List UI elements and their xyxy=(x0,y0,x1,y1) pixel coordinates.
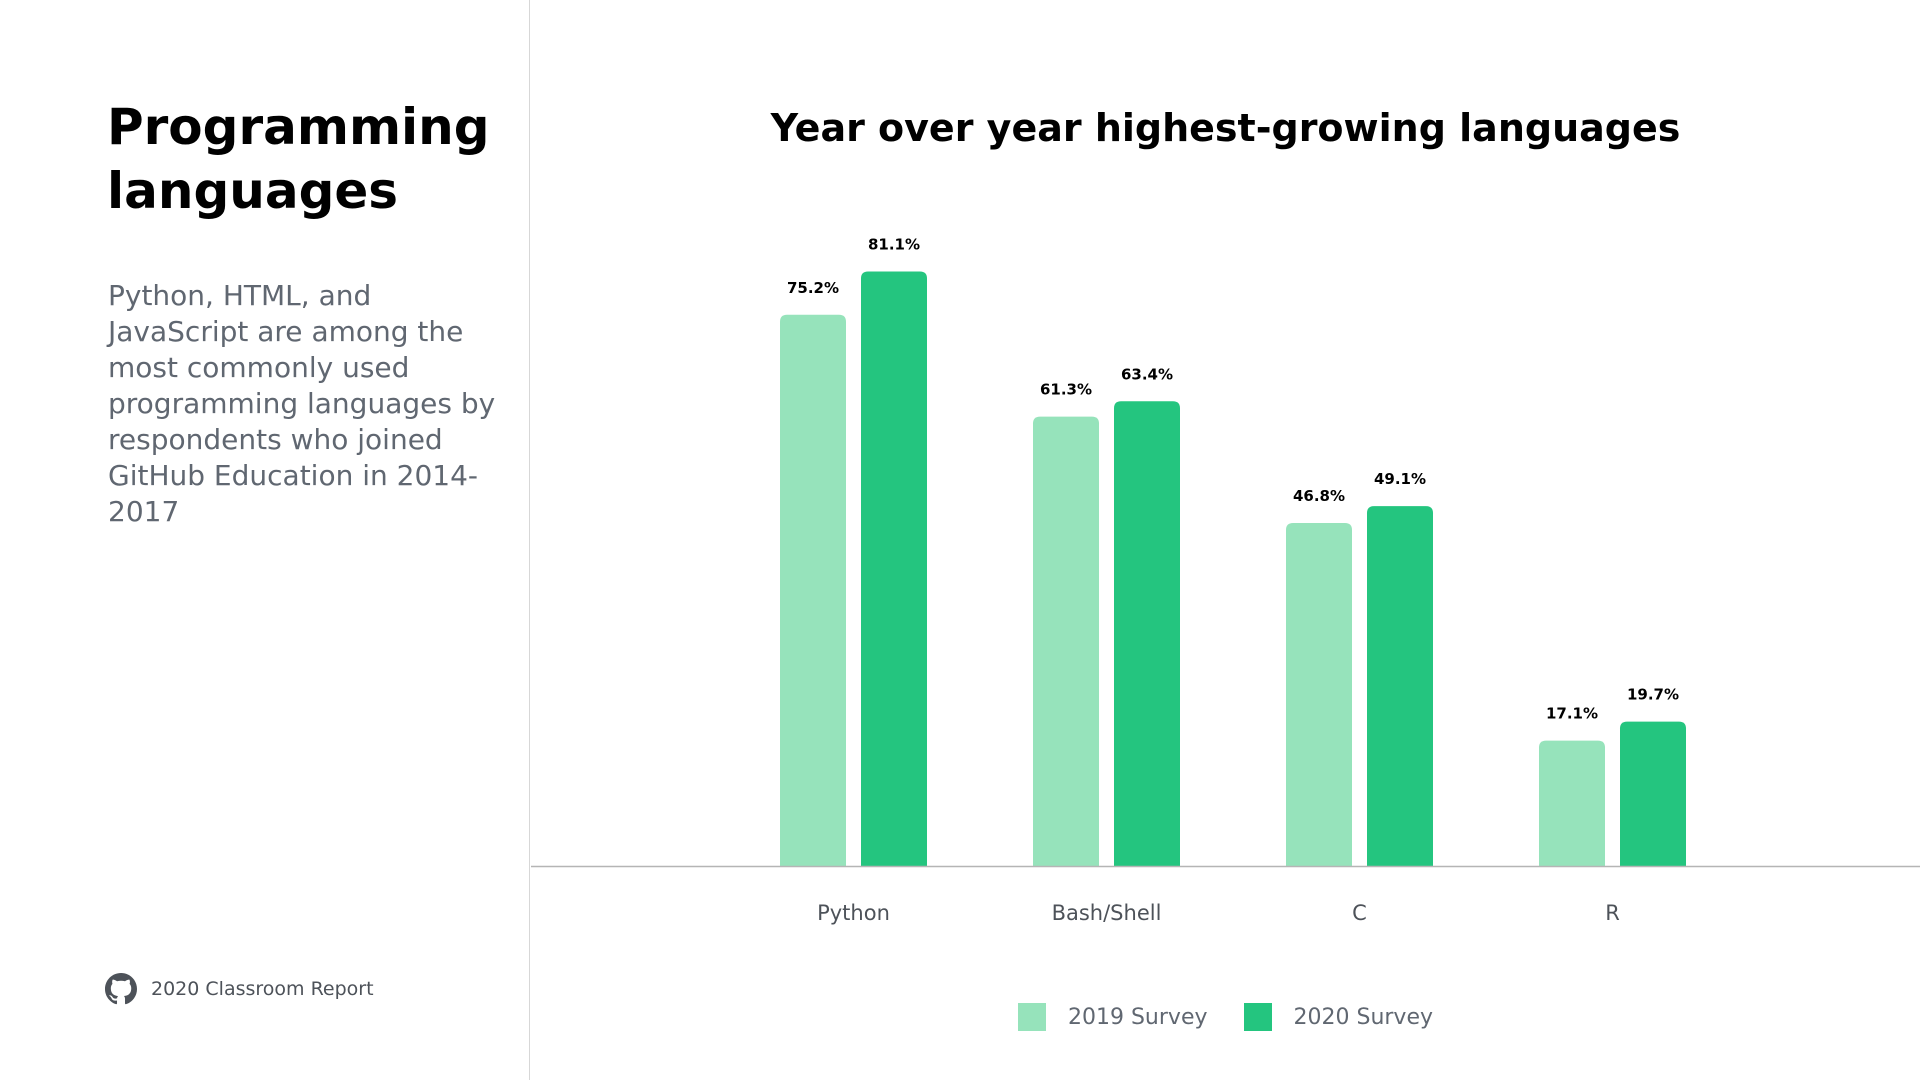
bar-c-2019 xyxy=(1286,522,1352,866)
data-label-python-2019: 75.2% xyxy=(787,279,839,297)
legend-item-2019: 2019 Survey xyxy=(1017,1003,1208,1031)
bar-python-2019 xyxy=(780,314,846,866)
bar-c-2020 xyxy=(1367,506,1433,866)
chart-legend: 2019 Survey 2020 Survey xyxy=(531,1003,1920,1031)
page-description: Python, HTML, and JavaScript are among t… xyxy=(108,279,496,528)
legend-label-2020: 2020 Survey xyxy=(1293,1004,1434,1030)
x-tick-label-r: R xyxy=(1605,901,1620,925)
legend-swatch-2019 xyxy=(1017,1003,1046,1031)
x-tick-label-python: Python xyxy=(817,901,890,925)
footer-text: 2020 Classroom Report xyxy=(151,978,374,1000)
legend-swatch-2020 xyxy=(1243,1003,1272,1031)
footer: 2020 Classroom Report xyxy=(105,973,374,1005)
data-label-bash-shell-2019: 61.3% xyxy=(1040,381,1092,399)
page-title: Programming languages xyxy=(107,98,490,220)
data-label-python-2020: 81.1% xyxy=(868,236,920,254)
data-label-r-2019: 17.1% xyxy=(1546,705,1598,723)
legend-item-2020: 2020 Survey xyxy=(1243,1003,1434,1031)
bar-bash-shell-2019 xyxy=(1033,416,1099,866)
data-label-r-2020: 19.7% xyxy=(1627,686,1679,704)
data-label-bash-shell-2020: 63.4% xyxy=(1121,365,1173,383)
legend-label-2019: 2019 Survey xyxy=(1067,1004,1208,1030)
data-label-c-2020: 49.1% xyxy=(1374,470,1426,488)
bar-r-2020 xyxy=(1620,721,1686,866)
github-icon xyxy=(105,973,137,1005)
bar-r-2019 xyxy=(1539,740,1605,866)
bar-chart: 75.2% 81.1% Python 61.3% 63.4% Bash/Shell 46.8… xyxy=(531,236,1920,925)
chart-title: Year over year highest-growing languages xyxy=(770,106,1681,150)
data-label-c-2019: 46.8% xyxy=(1293,487,1345,505)
chart-area: Year over year highest-growing languages… xyxy=(531,0,1920,1080)
left-panel: Programming languages Python, HTML, and … xyxy=(0,0,530,1080)
bar-bash-shell-2020 xyxy=(1114,401,1180,866)
x-tick-label-c: C xyxy=(1352,901,1367,925)
bar-python-2020 xyxy=(861,271,927,866)
x-tick-label-bash-shell: Bash/Shell xyxy=(1052,901,1162,925)
